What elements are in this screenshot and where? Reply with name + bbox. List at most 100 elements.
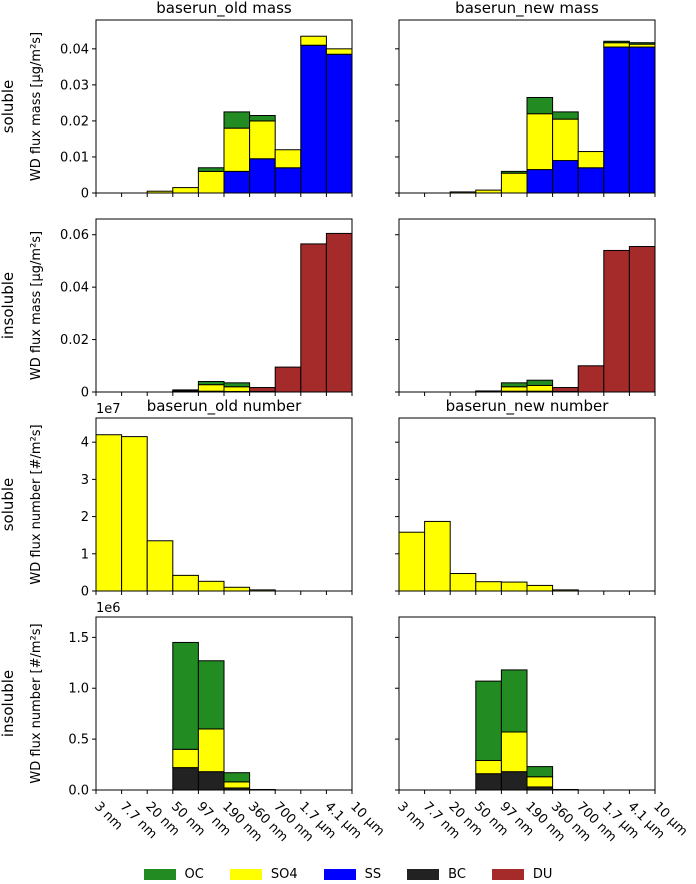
bar-oc-bin-6 bbox=[223, 772, 251, 783]
bar-ss-bin-7 bbox=[552, 160, 579, 194]
bar-ss-bin-6 bbox=[223, 170, 251, 194]
bar-ss-bin-9 bbox=[300, 44, 327, 194]
legend-swatch bbox=[407, 868, 440, 880]
bar-so4-bin-5 bbox=[500, 581, 528, 592]
bar-so4-bin-4 bbox=[172, 574, 199, 592]
bar-oc-bin-6 bbox=[526, 766, 554, 778]
bar-so4-bin-4 bbox=[475, 759, 502, 775]
chart-panel-4 bbox=[395, 218, 656, 396]
bar-du-bin-7 bbox=[249, 387, 276, 392]
y-tick-label: 1.5 bbox=[68, 631, 89, 646]
row-label-insoluble: insoluble bbox=[0, 272, 17, 339]
bar-bc-bin-4 bbox=[475, 773, 502, 791]
y-tick-label: 4 bbox=[81, 436, 89, 451]
y-tick-label: 0 bbox=[81, 386, 89, 401]
bar-du-bin-8 bbox=[577, 365, 605, 393]
bar-du-bin-7 bbox=[552, 387, 579, 392]
bar-so4-bin-4 bbox=[172, 187, 199, 194]
chart-title: baserun_new mass bbox=[455, 0, 599, 18]
row-label-soluble: soluble bbox=[0, 80, 17, 134]
bar-oc-bin-5 bbox=[197, 167, 225, 172]
y-tick-label: 0.02 bbox=[60, 333, 89, 348]
bar-oc-bin-4 bbox=[172, 641, 199, 750]
bar-oc-bin-6 bbox=[223, 382, 251, 388]
bar-so4-bin-3 bbox=[146, 540, 174, 592]
bar-so4-bin-1 bbox=[398, 531, 426, 592]
bar-so4-bin-5 bbox=[197, 580, 225, 592]
chart-title: baserun_old mass bbox=[156, 0, 292, 18]
bar-so4-bin-7 bbox=[249, 120, 276, 160]
bar-so4-bin-4 bbox=[475, 581, 502, 592]
bar-so4-bin-6 bbox=[526, 584, 554, 592]
y-axis-label: WD flux mass [µg/m²s] bbox=[29, 231, 44, 380]
bar-oc-bin-6 bbox=[526, 96, 554, 115]
bar-so4-bin-6 bbox=[526, 113, 554, 171]
bar-so4-bin-5 bbox=[197, 384, 225, 392]
bar-oc-bin-6 bbox=[526, 379, 554, 386]
chart-panel-1: 0 0.01 0.02 0.03 0.04 baserun_old mass WD flux… bbox=[29, 0, 353, 202]
bar-so4-bin-8 bbox=[577, 151, 605, 169]
bar-oc-bin-10 bbox=[628, 42, 656, 45]
y-tick-label: 0 bbox=[81, 585, 89, 600]
bar-so4-bin-5 bbox=[500, 386, 528, 392]
y-exponent-label: 1e7 bbox=[96, 402, 121, 417]
bar-so4-bin-2 bbox=[424, 520, 451, 592]
bar-du-bin-9 bbox=[300, 243, 327, 393]
bar-so4-bin-5 bbox=[500, 172, 528, 194]
y-tick-label: 0.02 bbox=[60, 114, 89, 129]
bar-so4-bin-3 bbox=[449, 573, 477, 592]
y-tick-label: 1.0 bbox=[68, 682, 89, 697]
bar-du-bin-10 bbox=[325, 232, 353, 393]
legend-label: BC bbox=[448, 866, 466, 882]
bar-ss-bin-10 bbox=[628, 46, 656, 194]
bar-oc-bin-5 bbox=[197, 381, 225, 386]
legend-label: OC bbox=[184, 866, 204, 882]
legend-swatch bbox=[491, 868, 524, 880]
bar-ss-bin-8 bbox=[274, 167, 302, 194]
chart-panel-6: baserun_new number bbox=[395, 397, 656, 595]
bar-so4-bin-6 bbox=[526, 384, 554, 392]
bar-du-bin-8 bbox=[274, 366, 302, 393]
bar-so4-bin-7 bbox=[552, 118, 579, 162]
y-axis-label: WD flux number [#/m²s] bbox=[29, 623, 44, 783]
bar-bc-bin-4 bbox=[172, 767, 199, 791]
bar-so4-bin-5 bbox=[500, 731, 528, 773]
row-label-soluble: soluble bbox=[0, 478, 17, 532]
bar-ss-bin-7 bbox=[249, 158, 276, 194]
chart-panel-5: 0 1 2 3 4 baserun_old number 1e7 WD flux number… bbox=[29, 397, 353, 600]
y-tick-label: 0.01 bbox=[60, 150, 89, 165]
y-tick-label: 2 bbox=[81, 510, 89, 525]
chart-panel-2: baserun_new mass bbox=[395, 0, 656, 197]
bar-ss-bin-6 bbox=[526, 169, 554, 194]
y-axis-label: WD flux number [#/m²s] bbox=[29, 424, 44, 584]
bar-bc-bin-5 bbox=[197, 771, 225, 791]
bar-ss-bin-9 bbox=[603, 46, 630, 194]
bar-so4-bin-6 bbox=[526, 776, 554, 788]
bar-so4-bin-4 bbox=[172, 748, 199, 769]
bar-so4-bin-6 bbox=[223, 781, 251, 789]
bar-oc-bin-7 bbox=[249, 115, 276, 122]
x-tick-label: 3 nm bbox=[91, 799, 125, 833]
bar-so4-bin-2 bbox=[121, 436, 148, 592]
bar-so4-bin-9 bbox=[603, 42, 630, 48]
legend-item-du: DU bbox=[491, 864, 552, 884]
y-tick-label: 0.04 bbox=[60, 281, 89, 296]
bar-oc-bin-4 bbox=[172, 389, 199, 392]
y-tick-label: 0.5 bbox=[68, 733, 89, 748]
y-tick-label: 0.0 bbox=[68, 784, 89, 799]
chart-title: baserun_new number bbox=[446, 397, 610, 416]
y-axis-label: WD flux mass [µg/m²s] bbox=[29, 32, 44, 181]
row-label-layer: soluble insoluble soluble insoluble bbox=[0, 80, 17, 737]
bar-so4-bin-8 bbox=[274, 149, 302, 169]
chart-panel-3: 0 0.02 0.04 0.06 WD flux mass [µg/m²s] bbox=[29, 218, 353, 401]
legend-label: SS bbox=[364, 866, 382, 882]
y-tick-label: 0.03 bbox=[60, 78, 89, 93]
chart-title: baserun_old number bbox=[147, 397, 302, 416]
bar-du-bin-9 bbox=[603, 249, 630, 393]
y-tick-label: 0.06 bbox=[60, 228, 89, 243]
bar-so4-bin-9 bbox=[300, 35, 327, 46]
